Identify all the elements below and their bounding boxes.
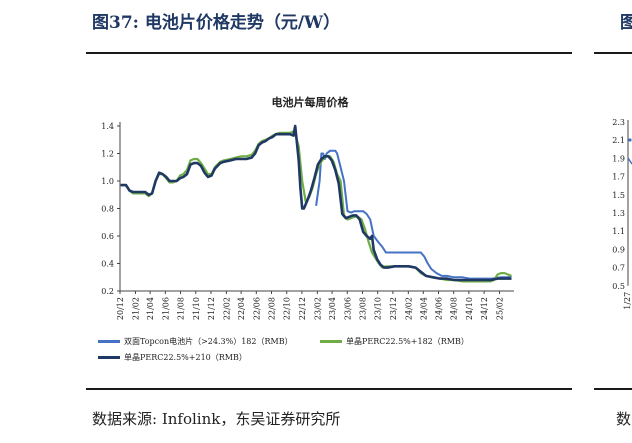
x-tick-label: 21/12 bbox=[207, 297, 216, 320]
chart-title: 电池片每周价格 bbox=[271, 96, 349, 109]
side-y-tick-label: 0.5 bbox=[612, 282, 625, 291]
x-tick-label: 21/10 bbox=[192, 297, 201, 320]
x-tick-label: 21/06 bbox=[161, 297, 170, 320]
x-tick-label: 21/02 bbox=[131, 297, 140, 320]
side-bottom-rule bbox=[594, 388, 632, 390]
x-tick-label: 22/04 bbox=[237, 297, 246, 320]
side-top-rule bbox=[594, 52, 632, 54]
series-line-0 bbox=[315, 149, 512, 280]
legend-label-topcon: 双面Topcon电池片（>24.3%）182（RMB） bbox=[124, 337, 293, 346]
y-tick-label: 1.2 bbox=[101, 150, 114, 159]
legend-swatch-perc182 bbox=[320, 340, 342, 343]
x-tick-label: 21/04 bbox=[146, 297, 155, 320]
x-tick-label: 23/08 bbox=[358, 297, 367, 320]
series-line-2 bbox=[120, 124, 512, 282]
side-y-tick-label: 2.3 bbox=[612, 118, 625, 127]
side-y-tick-label: 1.3 bbox=[612, 209, 625, 218]
legend-swatch-topcon bbox=[98, 340, 120, 343]
x-tick-label: 24/06 bbox=[434, 297, 443, 320]
side-series-fragment-line bbox=[627, 157, 632, 165]
side-y-tick-label: 0.9 bbox=[612, 245, 625, 254]
x-tick-label: 24/02 bbox=[404, 297, 413, 320]
x-tick-label: 20/12 bbox=[116, 297, 125, 320]
x-tick-label: 24/08 bbox=[450, 297, 459, 320]
x-tick-label: 22/10 bbox=[283, 297, 292, 320]
x-tick-label: 24/10 bbox=[465, 297, 474, 320]
legend-item-perc182: 单晶PERC22.5%+182（RMB） bbox=[320, 336, 469, 347]
x-tick-label: 21/08 bbox=[177, 297, 186, 320]
side-y-tick-label: 1.9 bbox=[612, 154, 625, 163]
legend-item-perc210: 单晶PERC22.5%+210（RMB） bbox=[98, 352, 247, 363]
x-tick-label: 24/12 bbox=[480, 297, 489, 320]
side-source-note: 数 bbox=[616, 410, 632, 428]
x-tick-label: 24/04 bbox=[419, 297, 428, 320]
series-line-1 bbox=[120, 130, 512, 283]
side-y-tick-label: 1.7 bbox=[612, 173, 625, 182]
y-tick-label: 1.0 bbox=[101, 177, 114, 186]
y-tick-label: 0.4 bbox=[101, 260, 114, 269]
x-tick-label: 22/08 bbox=[268, 297, 277, 320]
figure-title: 图37: 电池片价格走势（元/W） bbox=[92, 13, 341, 33]
legend-item-topcon: 双面Topcon电池片（>24.3%）182（RMB） bbox=[98, 336, 293, 347]
x-tick-label: 22/12 bbox=[298, 297, 307, 320]
side-y-tick-label: 0.7 bbox=[612, 264, 625, 273]
x-tick-label: 25/02 bbox=[496, 297, 505, 320]
x-tick-label: 23/02 bbox=[313, 297, 322, 320]
side-y-tick-label: 1.5 bbox=[612, 191, 625, 200]
x-tick-label: 23/10 bbox=[374, 297, 383, 320]
x-tick-label: 23/06 bbox=[343, 297, 352, 320]
x-tick-label: 22/02 bbox=[222, 297, 231, 320]
x-tick-label: 23/04 bbox=[328, 297, 337, 320]
side-y-tick-label: 1.1 bbox=[612, 227, 625, 236]
side-chart-fragment: 2.3 2.1 1.9 1.7 1.5 1.3 1.1 0.9 0.7 0.511/27 bbox=[612, 118, 632, 310]
x-tick-label: 23/12 bbox=[389, 297, 398, 320]
x-tick-label: 22/06 bbox=[252, 297, 261, 320]
source-note: 数据来源: Infolink，东吴证券研究所 bbox=[92, 410, 341, 428]
y-tick-label: 1.4 bbox=[101, 122, 114, 131]
side-figure-title: 图 bbox=[620, 13, 632, 33]
top-rule bbox=[86, 52, 572, 54]
bottom-rule bbox=[86, 388, 572, 390]
side-x-tick-label: 11/27 bbox=[623, 292, 632, 310]
y-tick-label: 0.2 bbox=[101, 287, 114, 296]
side-series-fragment bbox=[628, 138, 632, 142]
y-tick-label: 0.6 bbox=[101, 232, 114, 241]
chart-panel: 电池片每周价格 0.2 0.4 0.6 0.8 1.0 1.2 1.4 20/12 21/02 2… bbox=[92, 84, 528, 380]
y-tick-label: 0.8 bbox=[101, 205, 114, 214]
legend-label-perc182: 单晶PERC22.5%+182（RMB） bbox=[346, 337, 469, 346]
side-y-tick-label: 2.1 bbox=[612, 136, 625, 145]
legend-label-perc210: 单晶PERC22.5%+210（RMB） bbox=[124, 353, 247, 362]
price-line-chart: 0.2 0.4 0.6 0.8 1.0 1.2 1.4 20/12 21/02 21/04 21/0… bbox=[101, 122, 514, 320]
legend-swatch-perc210 bbox=[98, 356, 120, 359]
